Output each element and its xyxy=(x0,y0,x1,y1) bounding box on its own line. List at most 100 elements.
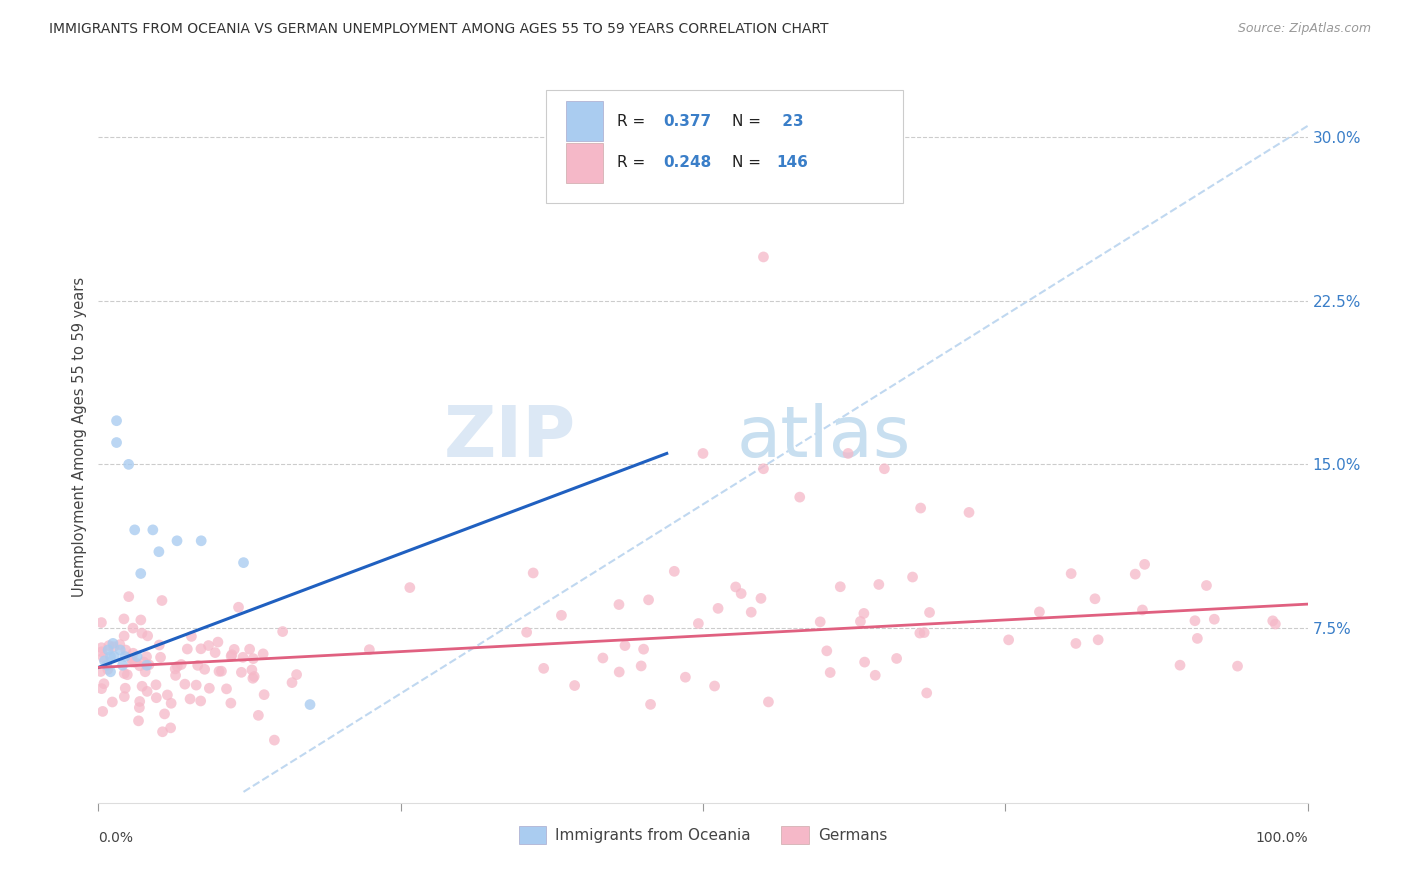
Y-axis label: Unemployment Among Ages 55 to 59 years: Unemployment Among Ages 55 to 59 years xyxy=(72,277,87,597)
Point xyxy=(1123,567,1146,582)
Point xyxy=(96,658,118,673)
Point xyxy=(359,642,381,657)
Point xyxy=(90,640,112,655)
Point xyxy=(852,607,875,621)
Point xyxy=(145,678,167,692)
Point xyxy=(97,662,120,676)
Point xyxy=(150,593,173,607)
Point xyxy=(121,652,143,666)
Point xyxy=(114,681,136,696)
Point xyxy=(758,695,780,709)
Point xyxy=(129,566,152,581)
Point xyxy=(91,705,114,719)
Point xyxy=(148,638,170,652)
Point xyxy=(263,733,285,747)
Text: N =: N = xyxy=(733,113,766,128)
Point xyxy=(533,661,555,675)
Point xyxy=(170,657,193,672)
Point xyxy=(114,643,136,657)
Text: R =: R = xyxy=(617,113,650,128)
Point xyxy=(101,695,124,709)
Point xyxy=(1087,632,1109,647)
Point xyxy=(90,615,112,630)
Point xyxy=(112,666,135,681)
Point xyxy=(111,658,134,673)
Point xyxy=(550,608,572,623)
Point xyxy=(398,581,420,595)
Point xyxy=(730,586,752,600)
Point xyxy=(1195,578,1218,592)
Point xyxy=(886,651,908,665)
Point xyxy=(607,598,630,612)
Point xyxy=(122,621,145,635)
Point xyxy=(149,650,172,665)
Text: 100.0%: 100.0% xyxy=(1256,831,1308,846)
Point xyxy=(132,655,155,669)
Text: 23: 23 xyxy=(776,113,803,128)
Point xyxy=(837,446,859,460)
Point xyxy=(166,533,188,548)
Point xyxy=(208,665,231,679)
Text: atlas: atlas xyxy=(737,402,911,472)
Point xyxy=(134,665,156,679)
Point xyxy=(90,681,112,696)
Point xyxy=(219,696,242,710)
Point xyxy=(865,668,887,682)
Point xyxy=(131,679,153,693)
Point xyxy=(112,690,135,704)
Point xyxy=(127,649,149,664)
Point xyxy=(271,624,294,639)
Point xyxy=(136,629,159,643)
Point xyxy=(752,250,775,264)
Point xyxy=(252,647,274,661)
Point xyxy=(204,646,226,660)
Point xyxy=(242,671,264,685)
Point xyxy=(112,612,135,626)
Point xyxy=(522,566,544,580)
Point xyxy=(664,564,686,578)
Point xyxy=(129,613,152,627)
Text: 146: 146 xyxy=(776,155,808,170)
Text: IMMIGRANTS FROM OCEANIA VS GERMAN UNEMPLOYMENT AMONG AGES 55 TO 59 YEARS CORRELA: IMMIGRANTS FROM OCEANIA VS GERMAN UNEMPL… xyxy=(49,22,828,37)
Point xyxy=(221,648,243,662)
Point xyxy=(190,641,212,656)
Point xyxy=(607,665,630,679)
Point xyxy=(128,714,150,728)
Point xyxy=(108,643,131,657)
Point xyxy=(165,668,187,682)
Point xyxy=(232,650,254,665)
Point xyxy=(564,679,586,693)
Point xyxy=(187,658,209,673)
Point xyxy=(90,665,112,679)
Point xyxy=(1204,612,1226,626)
Point xyxy=(159,721,181,735)
Point xyxy=(830,580,852,594)
Point xyxy=(868,577,890,591)
Point xyxy=(138,657,160,672)
Point xyxy=(740,605,762,619)
Point xyxy=(247,708,270,723)
Point xyxy=(198,681,221,696)
Point xyxy=(281,675,304,690)
Point xyxy=(285,667,308,681)
Point xyxy=(1261,614,1284,628)
Point xyxy=(242,651,264,665)
Point xyxy=(808,615,831,629)
FancyBboxPatch shape xyxy=(546,90,903,203)
Point xyxy=(194,662,217,676)
Point xyxy=(118,590,141,604)
Point xyxy=(703,679,725,693)
Point xyxy=(849,615,872,629)
Point xyxy=(197,639,219,653)
Point xyxy=(136,684,159,698)
Point xyxy=(224,642,246,657)
Point xyxy=(228,600,250,615)
Point xyxy=(239,642,262,657)
Text: R =: R = xyxy=(617,155,650,170)
Point xyxy=(91,650,114,665)
Point xyxy=(915,686,938,700)
Point xyxy=(1064,636,1087,650)
Point xyxy=(117,667,139,681)
Point xyxy=(105,435,128,450)
Point xyxy=(1133,558,1156,572)
